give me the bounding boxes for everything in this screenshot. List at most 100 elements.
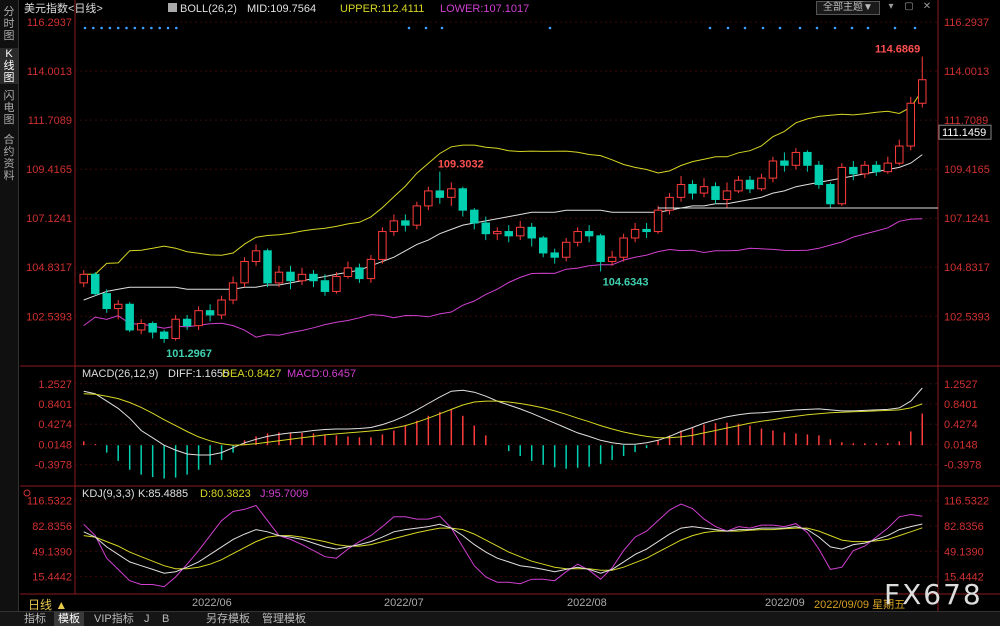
kdj-j-line xyxy=(83,503,923,588)
candle-body xyxy=(435,190,445,198)
candle-body xyxy=(711,186,720,200)
signal-dot xyxy=(708,26,712,30)
candle-body xyxy=(803,151,812,166)
candle-body xyxy=(182,318,192,327)
boll-upper-label: UPPER:112.4111 xyxy=(340,3,424,15)
price-tick-label-right: 111.7089 xyxy=(944,115,988,127)
price-tick-label: 114.0013 xyxy=(27,66,72,78)
candle-body xyxy=(768,160,778,179)
candle-body xyxy=(481,222,491,235)
fx678-watermark: FX678 xyxy=(884,578,983,611)
price-tick-label-right: 104.8317 xyxy=(944,262,990,274)
candle-body xyxy=(607,256,617,262)
price-tick-label: 111.7089 xyxy=(28,115,72,127)
signal-dot xyxy=(424,26,428,30)
sidebar-tab-timeshare[interactable]: 分时图 xyxy=(3,6,15,42)
signal-dot xyxy=(116,26,120,30)
signal-dot xyxy=(108,26,112,30)
candle-body xyxy=(297,273,307,282)
price-tick-label: 116.2937 xyxy=(27,17,72,29)
price-annotation: 104.6343 xyxy=(603,276,649,288)
candle-body xyxy=(550,252,559,258)
macd-tick-label-right: -0.3978 xyxy=(944,460,981,472)
x-axis-label: 2022/09 xyxy=(765,597,805,609)
kdj-tick-label: 116.5322 xyxy=(27,496,72,508)
candle-body xyxy=(79,273,88,284)
current-date-label: 2022/09/09 星期五 xyxy=(814,599,906,611)
signal-dot xyxy=(166,26,170,30)
kdj-tick-label-right: 82.8356 xyxy=(944,521,984,533)
candle-body xyxy=(470,209,479,224)
candle-body xyxy=(343,267,353,277)
candle-body xyxy=(228,282,238,301)
macd-tick-label-right: 0.8401 xyxy=(944,399,978,411)
boll-upper-line xyxy=(83,90,923,275)
close-button[interactable]: ✕ xyxy=(922,1,932,12)
signal-dot xyxy=(158,26,161,30)
bottom-tab-bar: 指标 模板 VIP指标 J B 另存模板 管理模板 xyxy=(0,611,1000,626)
candle-body xyxy=(527,226,536,239)
candle-body xyxy=(883,162,893,173)
tab-manage-template[interactable]: 管理模板 xyxy=(262,613,306,625)
signal-dot xyxy=(833,26,837,30)
macd-title: MACD(26,12,9) xyxy=(82,368,158,380)
candle-body xyxy=(251,250,261,262)
macd-dea-label: DEA:0.8427 xyxy=(222,368,281,380)
signal-dot xyxy=(141,26,145,30)
macd-dea-line xyxy=(83,393,923,446)
tab-indicator[interactable]: 指标 xyxy=(24,613,46,625)
signal-dot xyxy=(548,26,552,30)
candle-body xyxy=(561,241,571,258)
candle-body xyxy=(872,164,881,173)
candle-body xyxy=(309,273,318,282)
signal-dot xyxy=(100,26,103,30)
tab-save-template[interactable]: 另存模板 xyxy=(206,613,250,625)
candle-body xyxy=(515,226,525,237)
signal-dot xyxy=(798,26,802,30)
candle-body xyxy=(263,250,272,284)
tab-template[interactable]: 模板 xyxy=(54,612,84,626)
candle-body xyxy=(113,303,123,310)
signal-dot xyxy=(150,26,153,30)
macd-tick-label-right: 0.0148 xyxy=(944,439,978,451)
signal-dot xyxy=(778,26,782,30)
boll-mid-line xyxy=(83,154,923,301)
candle-body xyxy=(688,184,697,194)
tab-vip-indicator[interactable]: VIP指标 xyxy=(94,613,134,625)
candle-body xyxy=(412,205,422,226)
candle-body xyxy=(240,260,249,284)
tab-b[interactable]: B xyxy=(162,613,170,625)
sidebar-tab-contract-info[interactable]: 合约资料 xyxy=(3,134,15,182)
signal-dot xyxy=(893,26,897,30)
kdj-tick-label-right: 116.5322 xyxy=(944,496,989,508)
restore-button[interactable]: ▢ xyxy=(904,1,914,12)
macd-macd-label: MACD:0.6457 xyxy=(287,368,356,380)
current-price-box xyxy=(938,124,992,140)
macd-tick-label: 1.2527 xyxy=(38,379,72,391)
theme-select[interactable]: 全部主题▼ xyxy=(816,1,880,15)
candle-body xyxy=(217,299,226,316)
candle-body xyxy=(125,303,134,331)
kdj-d-label: D:80.3823 xyxy=(200,488,251,500)
signal-dot xyxy=(440,26,444,30)
tab-j[interactable]: J xyxy=(144,613,150,625)
candle-body xyxy=(849,166,858,175)
candle-body xyxy=(814,164,824,186)
signal-dot xyxy=(866,26,870,30)
period-selector[interactable]: 日线 ▲ xyxy=(28,598,68,612)
sidebar-tab-kline[interactable]: K线图 xyxy=(0,48,18,84)
candle-body xyxy=(699,186,709,194)
price-tick-label-right: 116.2937 xyxy=(944,17,989,29)
chart-title: 美元指数<日线> xyxy=(24,1,103,15)
macd-tick-label-right: 1.2527 xyxy=(944,379,978,391)
signal-dot xyxy=(133,26,137,30)
minimize-button[interactable]: ▾ xyxy=(888,1,894,12)
sidebar-tab-flash[interactable]: 闪电图 xyxy=(3,90,15,126)
candle-body xyxy=(722,190,732,200)
candle-body xyxy=(895,145,904,164)
candle-body xyxy=(745,179,755,190)
kdj-k-label: K:85.4885 xyxy=(138,488,188,500)
price-tick-label: 109.4165 xyxy=(26,164,72,176)
macd-diff-line xyxy=(83,387,923,456)
candle-body xyxy=(401,220,410,226)
